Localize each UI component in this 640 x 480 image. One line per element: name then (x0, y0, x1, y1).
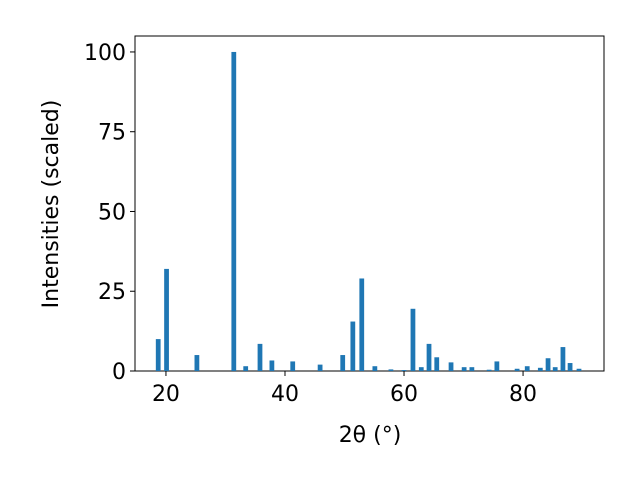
y-tick-label: 50 (98, 200, 126, 225)
bar (494, 361, 500, 371)
bar (350, 321, 356, 371)
bar (514, 368, 520, 371)
plot-frame (134, 35, 605, 372)
x-tick-label: 40 (271, 382, 299, 407)
bar (290, 361, 296, 371)
bar (434, 357, 440, 371)
bar (545, 358, 551, 371)
bar (401, 370, 407, 371)
bar (576, 368, 582, 371)
bar (269, 360, 275, 371)
y-tick-label: 25 (98, 280, 126, 305)
x-axis-label: 2θ (°) (339, 423, 402, 448)
bar (372, 366, 378, 371)
bar (461, 367, 467, 371)
bar (469, 367, 475, 371)
y-tick-label: 100 (84, 41, 126, 66)
bar (155, 339, 161, 371)
x-tick-label: 60 (390, 382, 418, 407)
bar (317, 364, 323, 371)
bar (486, 369, 492, 371)
x-tick-label: 80 (509, 382, 537, 407)
bar (552, 367, 558, 371)
bar (560, 347, 566, 371)
bar (194, 355, 200, 371)
y-axis-label: Intensities (scaled) (39, 100, 64, 309)
x-tick-label: 20 (152, 382, 180, 407)
bar (231, 51, 237, 371)
bar (243, 366, 249, 371)
bar (418, 367, 424, 371)
bar (426, 343, 432, 371)
bar (537, 367, 543, 371)
bar (359, 278, 365, 371)
bar (448, 362, 454, 371)
bar (388, 369, 394, 371)
bar (524, 366, 530, 371)
bar (567, 363, 573, 371)
bar (410, 308, 416, 371)
bar (164, 268, 169, 371)
y-tick-label: 0 (112, 360, 126, 385)
bar (257, 343, 263, 371)
bar (340, 355, 346, 371)
y-tick-label: 75 (98, 121, 126, 146)
